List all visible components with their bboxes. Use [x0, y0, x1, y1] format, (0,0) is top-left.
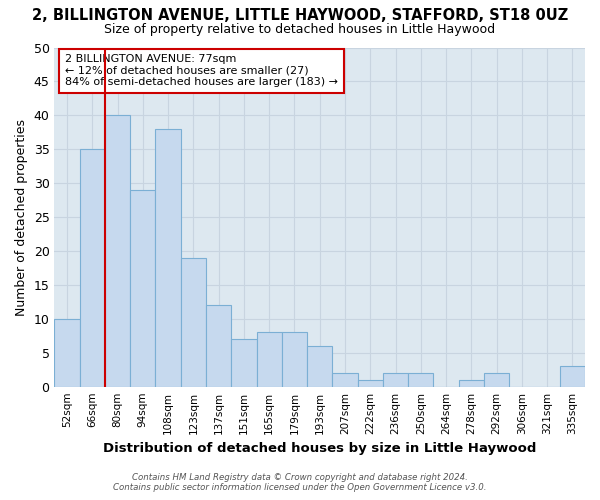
Bar: [282, 332, 307, 386]
Bar: [484, 373, 509, 386]
Text: Size of property relative to detached houses in Little Haywood: Size of property relative to detached ho…: [104, 22, 496, 36]
Text: 2 BILLINGTON AVENUE: 77sqm
← 12% of detached houses are smaller (27)
84% of semi: 2 BILLINGTON AVENUE: 77sqm ← 12% of deta…: [65, 54, 338, 88]
Bar: [130, 190, 155, 386]
Bar: [105, 116, 130, 386]
Bar: [358, 380, 383, 386]
Bar: [181, 258, 206, 386]
Bar: [383, 373, 408, 386]
Bar: [55, 319, 80, 386]
Bar: [231, 339, 257, 386]
Text: 2, BILLINGTON AVENUE, LITTLE HAYWOOD, STAFFORD, ST18 0UZ: 2, BILLINGTON AVENUE, LITTLE HAYWOOD, ST…: [32, 8, 568, 22]
Bar: [458, 380, 484, 386]
Bar: [257, 332, 282, 386]
Bar: [206, 306, 231, 386]
Bar: [307, 346, 332, 387]
Bar: [408, 373, 433, 386]
Y-axis label: Number of detached properties: Number of detached properties: [15, 118, 28, 316]
Bar: [560, 366, 585, 386]
Bar: [332, 373, 358, 386]
X-axis label: Distribution of detached houses by size in Little Haywood: Distribution of detached houses by size …: [103, 442, 536, 455]
Bar: [155, 129, 181, 386]
Bar: [80, 150, 105, 386]
Text: Contains HM Land Registry data © Crown copyright and database right 2024.
Contai: Contains HM Land Registry data © Crown c…: [113, 473, 487, 492]
